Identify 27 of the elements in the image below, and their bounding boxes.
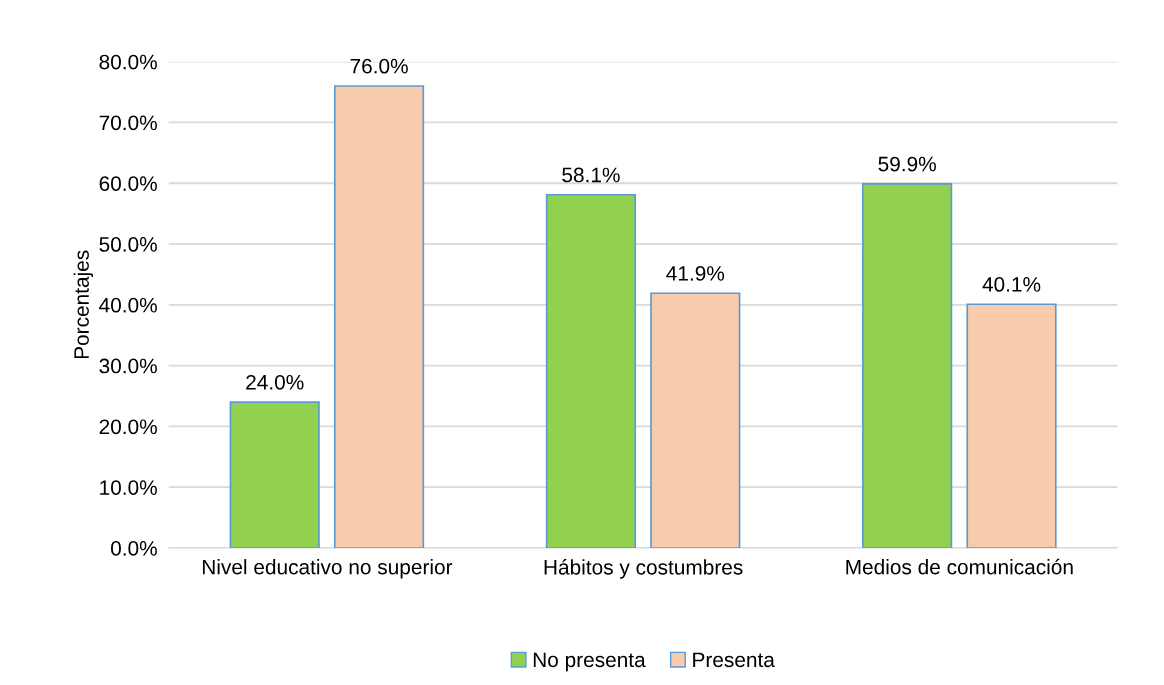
y-tick-label: 30.0% xyxy=(99,358,157,374)
bar xyxy=(545,193,637,548)
y-tick-label: 60.0% xyxy=(99,176,157,191)
data-label: 40.1% xyxy=(982,277,1041,292)
bar xyxy=(333,85,425,548)
y-axis-title: Porcentajes xyxy=(73,250,94,359)
x-tick-label: Hábitos y costumbres xyxy=(544,559,743,579)
legend-label: Presenta xyxy=(693,652,775,668)
y-tick-label: 0.0% xyxy=(111,541,157,556)
bar xyxy=(650,292,741,548)
y-tick-label: 10.0% xyxy=(100,480,157,495)
data-label: 24.0% xyxy=(246,374,304,390)
legend-label: No presenta xyxy=(533,652,646,672)
bar xyxy=(229,401,320,548)
x-tick-label: Medios de comunicación xyxy=(846,558,1073,575)
y-tick-label: 70.0% xyxy=(99,115,157,131)
bar xyxy=(862,183,953,548)
data-label: 58.1% xyxy=(562,167,620,183)
y-tick-label: 80.0% xyxy=(99,54,157,70)
bar xyxy=(966,303,1057,548)
data-label: 59.9% xyxy=(878,156,936,172)
y-tick-label: 40.0% xyxy=(99,297,157,313)
data-label: 41.9% xyxy=(666,266,725,281)
y-tick-label: 20.0% xyxy=(99,419,157,435)
data-label: 76.0% xyxy=(350,58,408,74)
x-tick-label: Nivel educativo no superior xyxy=(202,559,453,579)
y-tick-label: 50.0% xyxy=(99,237,157,252)
